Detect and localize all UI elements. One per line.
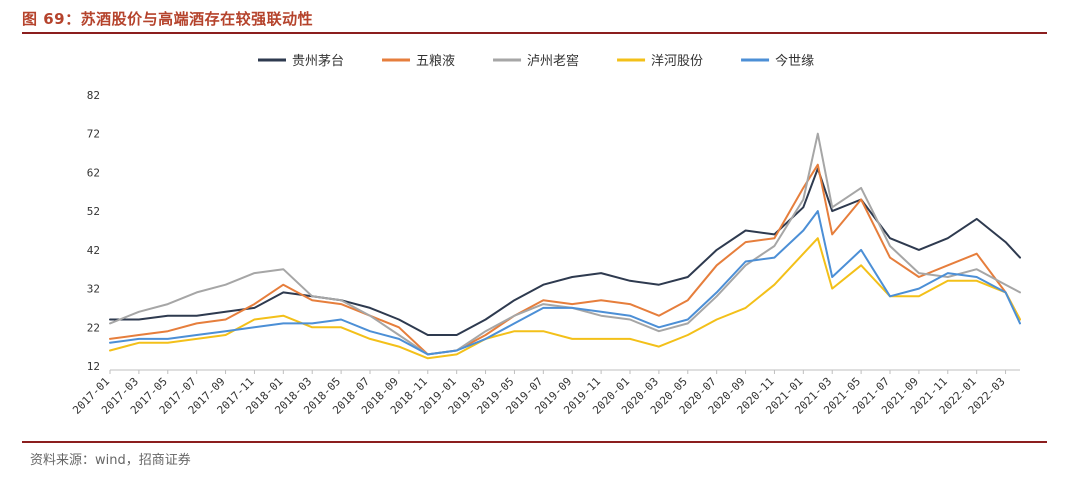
legend-label: 今世缘 [775, 53, 814, 69]
x-axis: 2017-012017-032017-052017-072017-092017-… [70, 369, 1020, 417]
y-tick-label: 62 [87, 166, 100, 179]
chart-title: 图 69：苏酒股价与高端酒存在较强联动性 [22, 10, 314, 28]
top-divider [22, 32, 1047, 34]
y-tick-label: 22 [87, 321, 100, 334]
y-tick-label: 32 [87, 283, 100, 296]
series-line [109, 132, 1021, 356]
y-axis: 12 22 32 42 52 62 72 82 [87, 89, 100, 373]
series-line [109, 210, 1021, 356]
y-tick-label: 52 [87, 205, 100, 218]
series-line [109, 167, 1021, 336]
series-line [109, 163, 1021, 356]
y-tick-label: 72 [87, 128, 100, 141]
legend-label: 五粮液 [416, 54, 455, 69]
source-note: 资料来源：wind，招商证券 [30, 453, 191, 468]
series-lines [109, 132, 1021, 360]
y-tick-label: 42 [87, 244, 100, 257]
legend-label: 泸州老窖 [527, 53, 579, 69]
bottom-divider [22, 441, 1047, 443]
legend: 贵州茅台 五粮液 泸州老窖 洋河股份 今世缘 [258, 53, 814, 69]
series-line [109, 237, 1021, 360]
y-tick-label: 82 [87, 89, 100, 102]
legend-label: 洋河股份 [651, 54, 703, 69]
y-tick-label: 12 [87, 360, 100, 373]
legend-label: 贵州茅台 [292, 54, 344, 69]
